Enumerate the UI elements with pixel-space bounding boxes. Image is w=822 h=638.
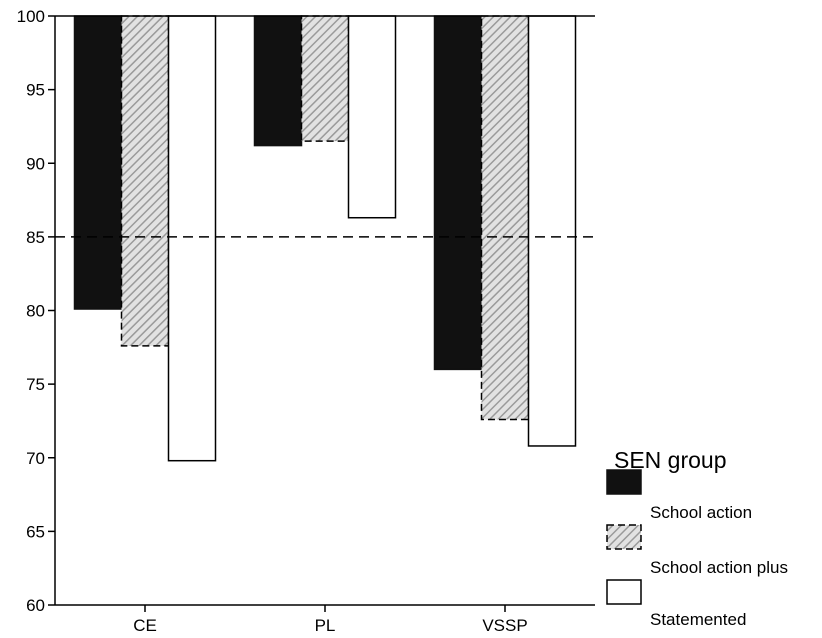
bar-pl-statemented: [347, 15, 397, 219]
legend-label-statemented: Statemented: [650, 610, 746, 629]
y-tick-label: 75: [26, 375, 45, 394]
legend-swatch-school-action: [606, 469, 642, 495]
bar-ce-school-action: [73, 15, 123, 310]
legend-swatch-school-action-plus: [606, 524, 642, 550]
y-tick-label: 95: [26, 81, 45, 100]
legend: SEN group School action School action plus…: [606, 447, 788, 629]
y-tick-label: 100: [17, 7, 45, 26]
y-tick-label: 65: [26, 522, 45, 541]
legend-label-school-action-plus: School action plus: [650, 558, 788, 577]
y-tick-label: 70: [26, 449, 45, 468]
bar-vssp-school-action-plus: [480, 15, 530, 421]
legend-label-school-action: School action: [650, 503, 752, 522]
x-tick-label: CE: [133, 616, 157, 635]
legend-swatch-statemented: [606, 579, 642, 605]
y-tick-label: 80: [26, 302, 45, 321]
plot-area: 60 65 70 75 80 85 90 95 100 CE PL VSSP: [17, 7, 595, 635]
bar-ce-school-action-plus: [120, 15, 170, 347]
bar-pl-school-action-plus: [300, 15, 350, 142]
y-tick-label: 85: [26, 228, 45, 247]
bar-pl-school-action: [253, 15, 303, 147]
x-tick-label: VSSP: [482, 616, 527, 635]
y-tick-label: 90: [26, 154, 45, 173]
y-tick-label: 60: [26, 596, 45, 615]
bar-vssp-statemented: [527, 15, 577, 447]
x-tick-label: PL: [315, 616, 336, 635]
bar-vssp-school-action: [433, 15, 483, 371]
bar-ce-statemented: [167, 15, 217, 462]
legend-title: SEN group: [614, 447, 727, 473]
